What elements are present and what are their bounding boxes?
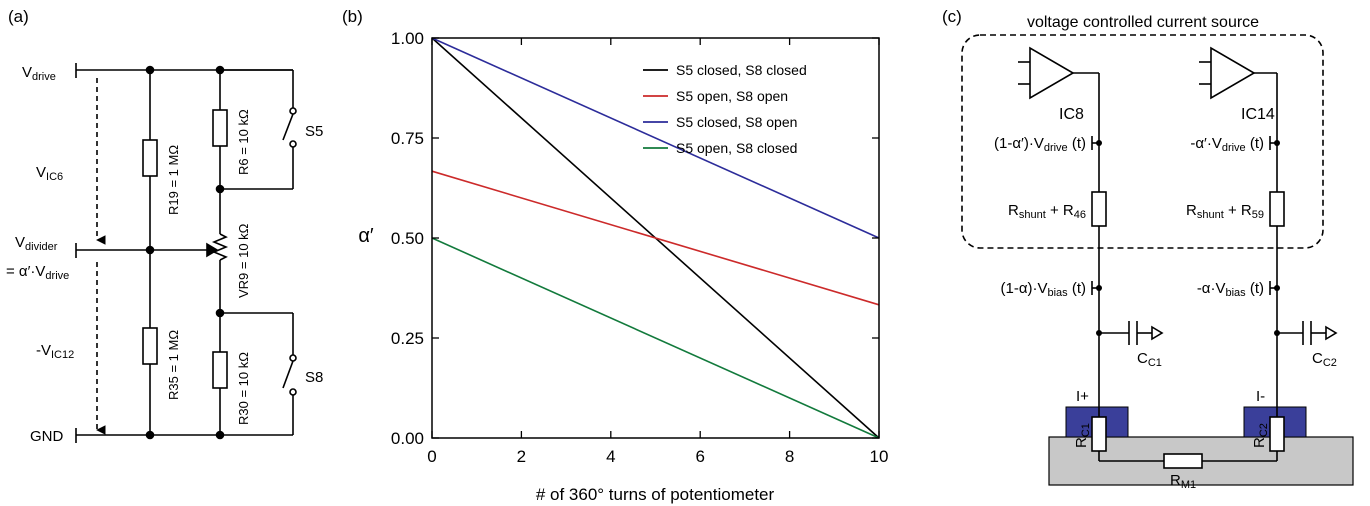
x-tick-label: 2: [517, 447, 526, 466]
gnd-label: GND: [30, 428, 64, 445]
panel-a: [75, 63, 297, 443]
left-bias-label: (1-α)·Vbias (t): [1000, 280, 1086, 299]
y-tick-label: 1.00: [391, 29, 424, 48]
s5-label: S5: [305, 123, 323, 140]
legend-entry: S5 open, S8 closed: [676, 140, 797, 156]
panel-c: voltage controlled current source IC8 IC…: [961, 14, 1354, 491]
vdrive-label: Vdrive: [22, 64, 56, 83]
y-tick-label: 0.75: [391, 129, 424, 148]
right-shunt-label: Rshunt + R59: [1186, 202, 1264, 221]
cc1-label: CC1: [1137, 350, 1162, 369]
ic14-label: IC14: [1241, 106, 1275, 123]
vr9-label: VR9 = 10 kΩ: [236, 223, 251, 298]
y-tick-label: 0.25: [391, 329, 424, 348]
i-minus-label: I-: [1256, 388, 1265, 405]
x-tick-label: 4: [606, 447, 615, 466]
x-axis-label: # of 360° turns of potentiometer: [536, 485, 775, 504]
panel-a-label: (a): [8, 7, 29, 26]
r35-label: R35 = 1 MΩ: [166, 330, 181, 400]
ic8-label: IC8: [1059, 106, 1084, 123]
series-line-2: [431, 170, 880, 306]
s8-label: S8: [305, 369, 323, 386]
panel-b-label: (b): [342, 7, 363, 26]
right-drive-label: -α′·Vdrive (t): [1190, 135, 1264, 154]
vic6-label: VIC6: [36, 164, 63, 183]
x-tick-label: 6: [695, 447, 704, 466]
rc2-label: RC2: [1251, 423, 1270, 448]
legend-entry: S5 closed, S8 open: [676, 114, 797, 130]
y-tick-label: 0.00: [391, 429, 424, 448]
x-tick-label: 10: [870, 447, 889, 466]
legend-entry: S5 closed, S8 closed: [676, 62, 807, 78]
rm1-label: RM1: [1170, 472, 1196, 491]
left-shunt-label: Rshunt + R46: [1008, 202, 1086, 221]
r30-label: R30 = 10 kΩ: [236, 352, 251, 425]
x-tick-label: 8: [785, 447, 794, 466]
series-line-3: [431, 37, 880, 239]
panel-a-labels: (a) Vdrive VIC6 Vdivider = α′·Vdrive -VI…: [6, 7, 323, 445]
r6-label: R6 = 10 kΩ: [236, 109, 251, 175]
r19-label: R19 = 1 MΩ: [166, 145, 181, 215]
legend-entry: S5 open, S8 open: [676, 88, 788, 104]
panel-c-label: (c): [942, 7, 962, 26]
left-drive-label: (1-α′)·Vdrive (t): [994, 135, 1086, 154]
x-tick-label: 0: [427, 447, 436, 466]
vdivider-equation: = α′·Vdrive: [6, 263, 69, 282]
rc1-label: RC1: [1073, 423, 1092, 448]
i-plus-label: I+: [1076, 388, 1089, 405]
cc2-label: CC2: [1312, 350, 1337, 369]
y-axis-label: α′: [358, 225, 374, 247]
series-line-4: [431, 237, 880, 439]
vic12-label: -VIC12: [36, 342, 74, 361]
y-tick-label: 0.50: [391, 229, 424, 248]
vdivider-label: Vdivider: [15, 234, 58, 253]
vccs-title: voltage controlled current source: [1027, 14, 1259, 31]
alpha-chart: 0 2 4 6 8 10 0.00 0.25 0.50 0.75 1.00 S5 closed, S…: [358, 29, 888, 504]
right-bias-label: -α·Vbias (t): [1197, 280, 1264, 299]
